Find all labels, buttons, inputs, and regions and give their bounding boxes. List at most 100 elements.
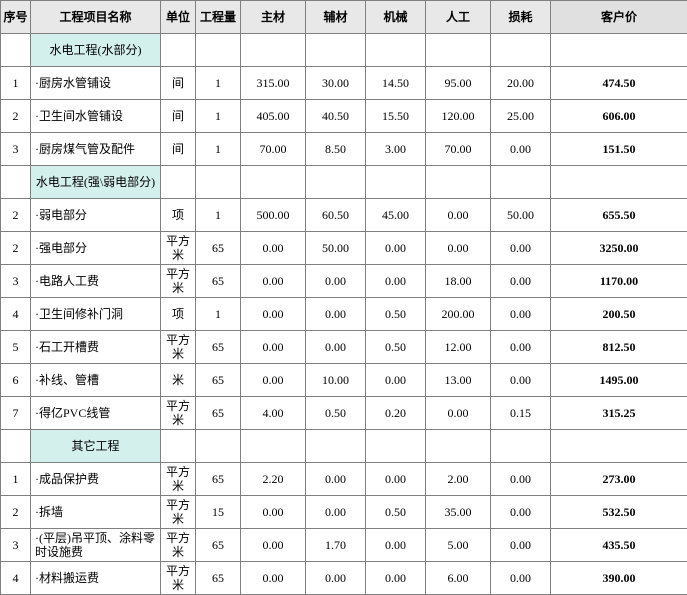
cell-aux: 50.00 [306, 232, 366, 265]
cell-qty: 65 [196, 331, 241, 364]
cell-labor: 95.00 [426, 67, 491, 100]
section-blank [491, 166, 551, 199]
cell-unit: 项 [161, 298, 196, 331]
table-row: 3·厨房煤气管及配件间170.008.503.0070.000.00151.50 [1, 133, 687, 166]
section-blank [196, 430, 241, 463]
cell-main: 0.00 [241, 562, 306, 595]
section-blank [241, 34, 306, 67]
cell-name: ·成品保护费 [31, 463, 161, 496]
cell-qty: 1 [196, 100, 241, 133]
cell-loss: 0.00 [491, 364, 551, 397]
cell-mach: 0.50 [366, 298, 426, 331]
cell-aux: 0.50 [306, 397, 366, 430]
cell-qty: 1 [196, 199, 241, 232]
cell-loss: 0.00 [491, 232, 551, 265]
cell-idx: 3 [1, 133, 31, 166]
cell-name: ·强电部分 [31, 232, 161, 265]
table-row: 3·电路人工费平方米650.000.000.0018.000.001170.00 [1, 265, 687, 298]
cell-aux: 40.50 [306, 100, 366, 133]
cell-labor: 200.00 [426, 298, 491, 331]
cell-unit: 间 [161, 100, 196, 133]
cell-qty: 65 [196, 463, 241, 496]
cell-labor: 6.00 [426, 562, 491, 595]
table-row: 2·强电部分平方米650.0050.000.000.000.003250.00 [1, 232, 687, 265]
cell-total: 812.50 [551, 331, 687, 364]
cell-loss: 0.00 [491, 529, 551, 562]
cell-labor: 2.00 [426, 463, 491, 496]
col-loss: 损耗 [491, 1, 551, 34]
cell-mach: 0.00 [366, 463, 426, 496]
section-blank [161, 430, 196, 463]
section-blank [366, 166, 426, 199]
section-blank [366, 34, 426, 67]
section-blank [551, 430, 687, 463]
col-labor: 人工 [426, 1, 491, 34]
cell-labor: 35.00 [426, 496, 491, 529]
cell-unit: 平方米 [161, 232, 196, 265]
cell-name: ·拆墙 [31, 496, 161, 529]
table-row: 2·拆墙平方米150.000.000.5035.000.00532.50 [1, 496, 687, 529]
cell-aux: 60.50 [306, 199, 366, 232]
cell-idx: 4 [1, 298, 31, 331]
cell-main: 500.00 [241, 199, 306, 232]
col-mach: 机械 [366, 1, 426, 34]
section-blank [306, 166, 366, 199]
cell-main: 70.00 [241, 133, 306, 166]
section-title: 其它工程 [31, 430, 161, 463]
cell-loss: 0.00 [491, 562, 551, 595]
cell-qty: 65 [196, 529, 241, 562]
cell-main: 315.00 [241, 67, 306, 100]
cell-total: 315.25 [551, 397, 687, 430]
cell-aux: 0.00 [306, 496, 366, 529]
cell-mach: 0.20 [366, 397, 426, 430]
cell-unit: 平方米 [161, 397, 196, 430]
cell-labor: 120.00 [426, 100, 491, 133]
cell-main: 0.00 [241, 496, 306, 529]
section-idx-blank [1, 34, 31, 67]
cell-qty: 15 [196, 496, 241, 529]
cell-idx: 3 [1, 265, 31, 298]
col-main: 主材 [241, 1, 306, 34]
section-blank [241, 430, 306, 463]
cell-qty: 1 [196, 67, 241, 100]
table-row: 3·(平层)吊平顶、涂料零时设施费平方米650.001.700.005.000.… [1, 529, 687, 562]
cell-name: ·电路人工费 [31, 265, 161, 298]
cell-name: ·厨房煤气管及配件 [31, 133, 161, 166]
cell-idx: 7 [1, 397, 31, 430]
cell-total: 273.00 [551, 463, 687, 496]
section-blank [551, 34, 687, 67]
section-idx-blank [1, 166, 31, 199]
cell-main: 4.00 [241, 397, 306, 430]
section-blank [196, 166, 241, 199]
cell-name: ·厨房水管铺设 [31, 67, 161, 100]
cell-idx: 2 [1, 199, 31, 232]
cell-qty: 65 [196, 397, 241, 430]
cell-loss: 25.00 [491, 100, 551, 133]
col-total: 客户价 [551, 1, 687, 34]
cell-labor: 0.00 [426, 397, 491, 430]
cell-main: 0.00 [241, 232, 306, 265]
table-row: 1·厨房水管铺设间1315.0030.0014.5095.0020.00474.… [1, 67, 687, 100]
table-row: 5·石工开槽费平方米650.000.000.5012.000.00812.50 [1, 331, 687, 364]
cell-loss: 0.15 [491, 397, 551, 430]
table-row: 2·卫生间水管铺设间1405.0040.5015.50120.0025.0060… [1, 100, 687, 133]
section-blank [241, 166, 306, 199]
cell-total: 3250.00 [551, 232, 687, 265]
cell-aux: 0.00 [306, 265, 366, 298]
cell-main: 0.00 [241, 298, 306, 331]
cell-idx: 3 [1, 529, 31, 562]
cell-name: ·材料搬运费 [31, 562, 161, 595]
cell-main: 2.20 [241, 463, 306, 496]
cell-unit: 平方米 [161, 331, 196, 364]
section-blank [196, 34, 241, 67]
cell-aux: 0.00 [306, 331, 366, 364]
cell-name: ·石工开槽费 [31, 331, 161, 364]
cell-total: 655.50 [551, 199, 687, 232]
cell-loss: 0.00 [491, 496, 551, 529]
cell-unit: 平方米 [161, 265, 196, 298]
cell-loss: 0.00 [491, 298, 551, 331]
cell-unit: 间 [161, 133, 196, 166]
cell-mach: 0.00 [366, 265, 426, 298]
section-blank [426, 34, 491, 67]
cell-main: 0.00 [241, 529, 306, 562]
